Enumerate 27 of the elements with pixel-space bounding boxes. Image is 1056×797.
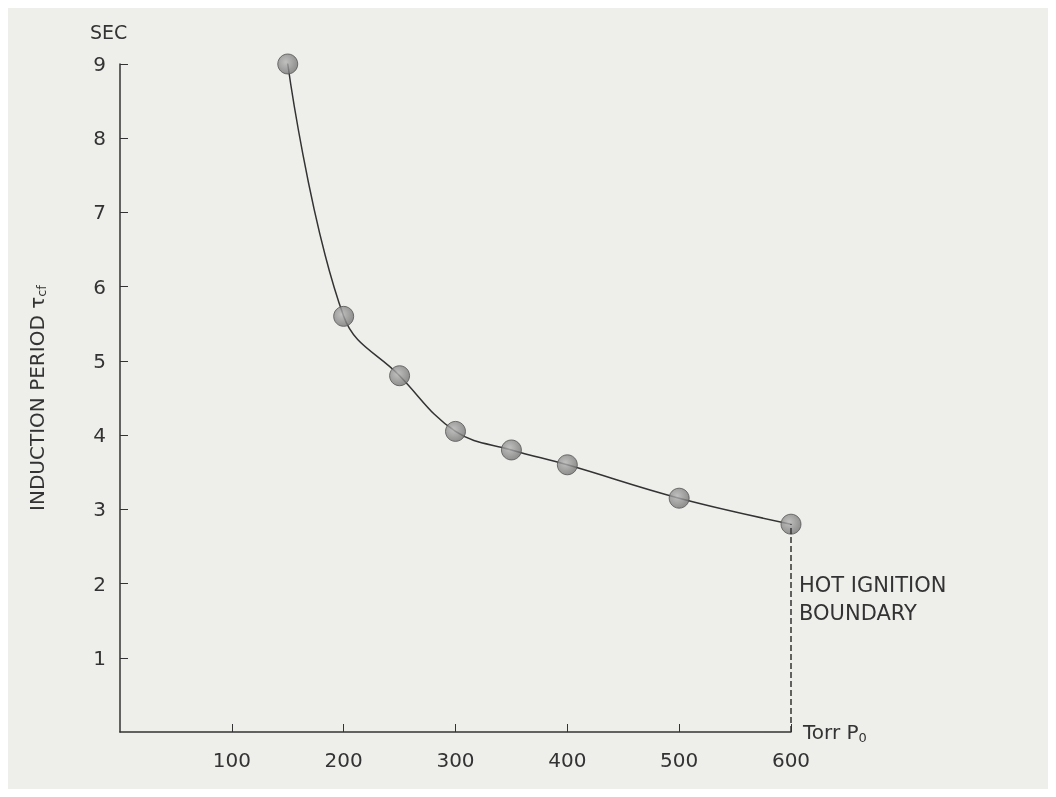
y-tick-label: 8 <box>93 126 106 151</box>
y-tick-label: 4 <box>93 423 106 448</box>
x-tick-label: 400 <box>548 748 587 772</box>
x-tick-label: 200 <box>324 748 363 772</box>
x-tick-label: 600 <box>771 748 811 772</box>
point <box>389 365 411 387</box>
x-tick-label: 300 <box>436 748 475 772</box>
y-tick-label: 2 <box>93 571 106 596</box>
point <box>556 454 578 476</box>
point <box>277 53 299 75</box>
y-axis-title: INDUCTION PERIOD τcf <box>24 284 49 511</box>
x-axis-title: Torr P0 <box>802 720 867 745</box>
y-tick-label: 9 <box>93 52 106 76</box>
ref-line-label: HOT IGNITION BOUNDARY <box>799 573 954 626</box>
point <box>445 420 466 442</box>
point <box>500 439 522 461</box>
text: SEC <box>90 20 128 43</box>
x-tick-label: 100 <box>212 748 251 772</box>
y-tick-label: 5 <box>93 348 106 373</box>
y-tick-label: 3 <box>93 497 106 522</box>
y-tick-label: 7 <box>93 200 106 225</box>
x-tick-label: 500 <box>660 748 699 772</box>
y-tick-label: 1 <box>93 645 106 670</box>
point <box>333 305 355 327</box>
point <box>780 513 802 535</box>
point <box>668 487 690 509</box>
y-tick-label: 6 <box>93 274 106 299</box>
